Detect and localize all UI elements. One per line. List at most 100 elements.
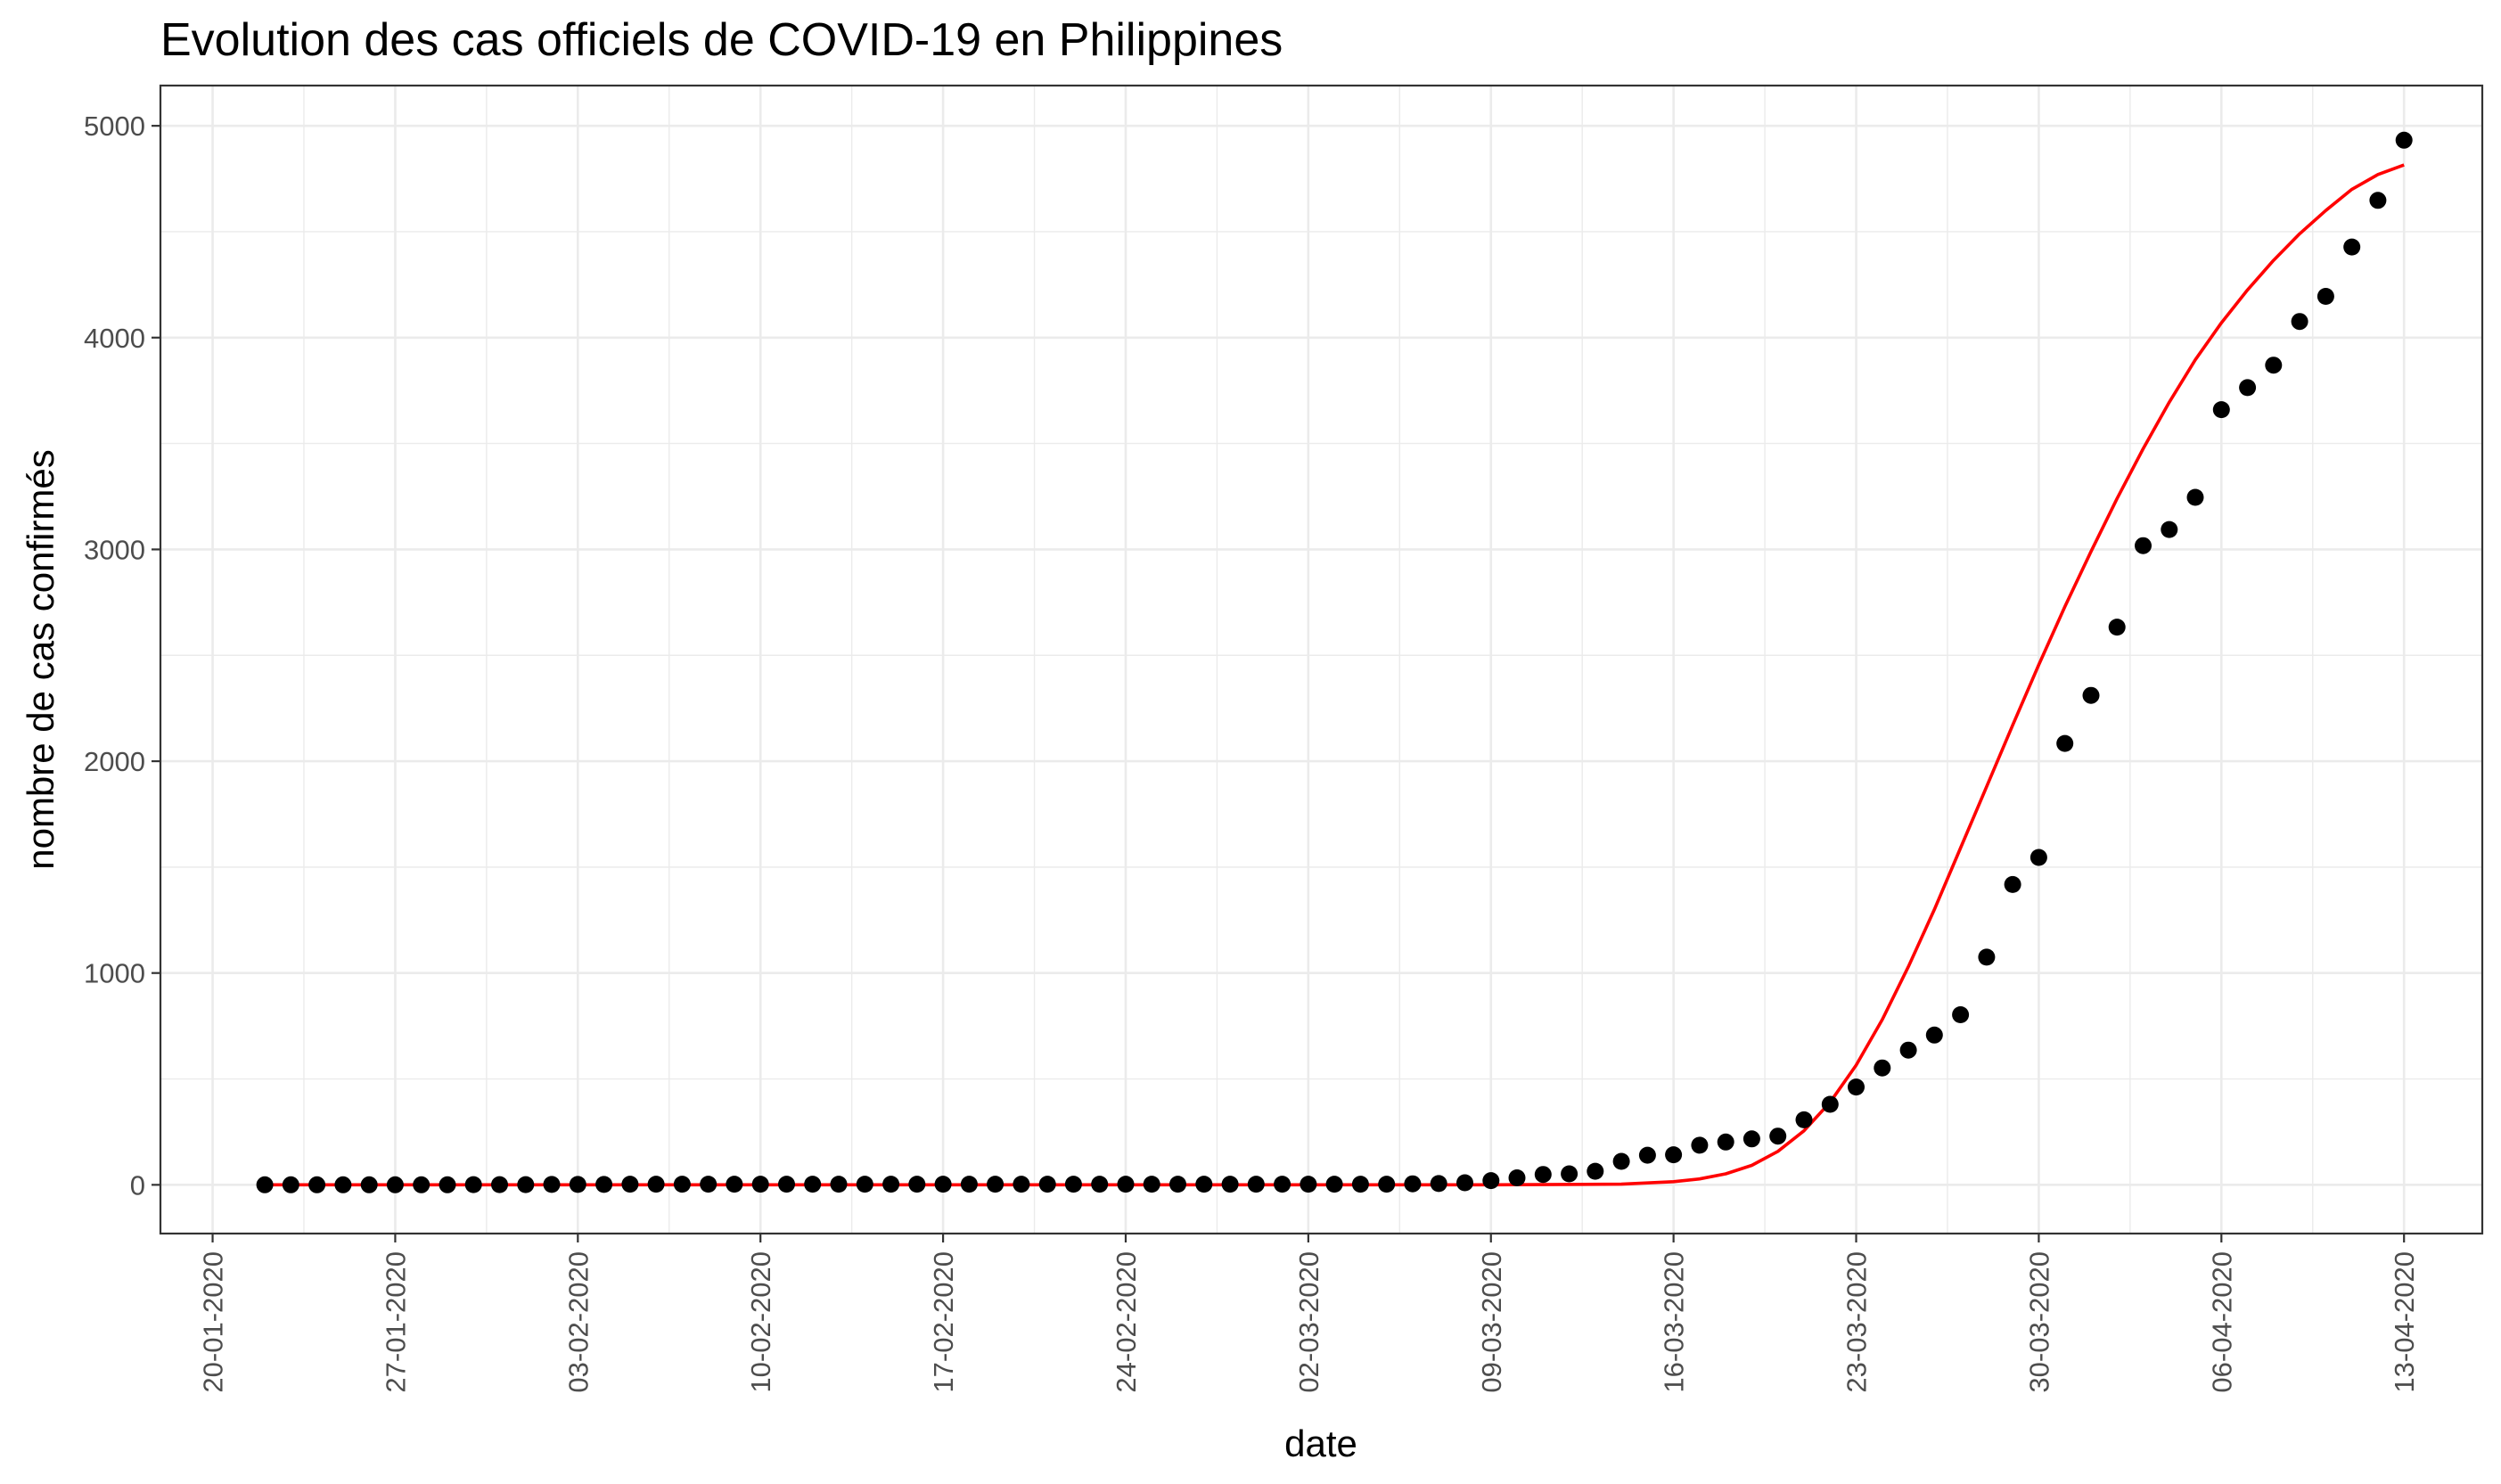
data-point xyxy=(386,1176,404,1193)
x-axis-title: date xyxy=(1284,1423,1357,1464)
data-point xyxy=(1665,1146,1683,1164)
data-point xyxy=(726,1176,743,1193)
fitted-curve xyxy=(265,163,2405,1187)
data-point xyxy=(621,1176,639,1193)
data-point xyxy=(1717,1133,1734,1151)
data-point xyxy=(2395,131,2413,149)
data-point xyxy=(751,1176,769,1193)
points-layer xyxy=(256,131,2413,1193)
x-tick-label: 09-03-2020 xyxy=(1476,1251,1507,1393)
data-point xyxy=(413,1176,430,1193)
data-point xyxy=(1742,1130,1760,1148)
data-point xyxy=(1769,1127,1787,1145)
data-point xyxy=(360,1176,378,1193)
data-point xyxy=(1848,1078,1865,1096)
data-point xyxy=(2291,313,2308,331)
x-axis: 20-01-2020 27-01-2020 03-02-2020 10-02-2020… xyxy=(198,1234,2420,1393)
data-point xyxy=(1821,1095,1839,1113)
data-point xyxy=(1508,1169,1526,1186)
data-point xyxy=(804,1176,822,1193)
data-point xyxy=(2212,401,2230,419)
data-point xyxy=(1143,1176,1160,1193)
data-point xyxy=(960,1176,978,1193)
x-tick-label: 13-04-2020 xyxy=(2389,1251,2420,1393)
data-point xyxy=(282,1176,299,1193)
data-point xyxy=(700,1176,718,1193)
data-point xyxy=(2369,192,2387,209)
y-tick-label: 0 xyxy=(130,1169,145,1201)
data-point xyxy=(1300,1176,1317,1193)
y-tick-label: 1000 xyxy=(84,958,145,989)
data-point xyxy=(1587,1162,1604,1180)
x-tick-label: 03-02-2020 xyxy=(562,1251,594,1393)
data-point xyxy=(1013,1176,1030,1193)
data-point xyxy=(1795,1111,1813,1128)
data-point xyxy=(543,1176,561,1193)
data-point xyxy=(1456,1174,1473,1192)
y-tick-label: 5000 xyxy=(84,111,145,142)
data-point xyxy=(1091,1176,1109,1193)
data-point xyxy=(1691,1136,1709,1154)
x-tick-label: 23-03-2020 xyxy=(1841,1251,1873,1393)
data-point xyxy=(464,1176,482,1193)
data-point xyxy=(1534,1166,1552,1184)
x-tick-label: 24-02-2020 xyxy=(1111,1251,1142,1393)
x-tick-label: 27-01-2020 xyxy=(380,1251,411,1393)
data-point xyxy=(439,1176,456,1193)
data-point xyxy=(2004,875,2021,893)
data-point xyxy=(1117,1176,1135,1193)
grid xyxy=(160,86,2482,1234)
data-point xyxy=(2239,379,2257,397)
data-point xyxy=(908,1176,926,1193)
data-point xyxy=(1978,948,1996,966)
data-point xyxy=(1952,1006,1970,1023)
fitted-curve-layer xyxy=(265,163,2405,1187)
data-point xyxy=(517,1176,535,1193)
data-point xyxy=(1325,1176,1343,1193)
data-point xyxy=(1925,1026,1943,1044)
data-point xyxy=(647,1176,665,1193)
y-axis: 0 1000 2000 3000 4000 5000 xyxy=(84,111,160,1201)
data-point xyxy=(2030,849,2047,866)
data-point xyxy=(1064,1176,1082,1193)
data-point xyxy=(830,1176,848,1193)
data-point xyxy=(987,1176,1004,1193)
data-point xyxy=(491,1176,508,1193)
panel-border xyxy=(159,84,2484,1235)
x-tick-label: 17-02-2020 xyxy=(928,1251,959,1393)
x-tick-label: 20-01-2020 xyxy=(198,1251,229,1393)
data-point xyxy=(595,1176,613,1193)
data-point xyxy=(778,1176,795,1193)
data-point xyxy=(1638,1146,1656,1164)
data-point xyxy=(1378,1176,1396,1193)
data-point xyxy=(569,1176,586,1193)
data-point xyxy=(308,1176,326,1193)
chart-title: Evolution des cas officiels de COVID-19 … xyxy=(160,14,1283,66)
data-point xyxy=(2186,488,2204,506)
data-point xyxy=(882,1176,900,1193)
y-tick-label: 4000 xyxy=(84,323,145,354)
data-point xyxy=(1247,1176,1265,1193)
data-point xyxy=(1430,1175,1447,1193)
data-point xyxy=(2135,537,2152,554)
x-tick-label: 02-03-2020 xyxy=(1293,1251,1324,1393)
data-point xyxy=(2161,521,2178,538)
x-tick-label: 30-03-2020 xyxy=(2023,1251,2054,1393)
y-tick-label: 3000 xyxy=(84,534,145,565)
data-point xyxy=(2056,734,2074,752)
data-point xyxy=(1612,1152,1630,1170)
data-point xyxy=(1351,1176,1369,1193)
data-point xyxy=(1899,1041,1917,1059)
data-point xyxy=(1274,1176,1292,1193)
data-point xyxy=(1482,1172,1500,1190)
data-point xyxy=(1404,1175,1422,1193)
data-point xyxy=(673,1176,691,1193)
y-tick-label: 2000 xyxy=(84,746,145,777)
x-tick-label: 10-02-2020 xyxy=(745,1251,776,1393)
data-point xyxy=(334,1176,352,1193)
data-point xyxy=(2082,686,2100,704)
data-point xyxy=(1169,1176,1186,1193)
data-point xyxy=(2316,288,2334,305)
